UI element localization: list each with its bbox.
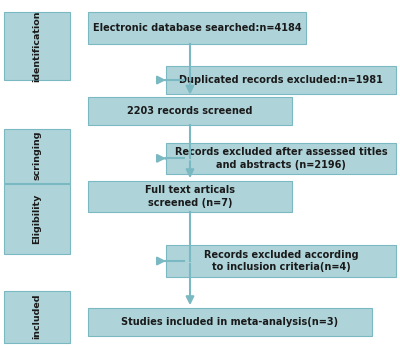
FancyBboxPatch shape — [88, 97, 292, 125]
FancyBboxPatch shape — [4, 129, 70, 183]
Text: Duplicated records excluded:n=1981: Duplicated records excluded:n=1981 — [179, 75, 383, 85]
FancyBboxPatch shape — [88, 181, 292, 212]
Text: identification: identification — [32, 10, 42, 82]
Text: Records excluded according
to inclusion criteria(n=4): Records excluded according to inclusion … — [204, 250, 358, 272]
Text: Records excluded after assessed titles
and abstracts (n=2196): Records excluded after assessed titles a… — [175, 147, 387, 169]
FancyBboxPatch shape — [4, 184, 70, 254]
FancyBboxPatch shape — [88, 308, 372, 336]
Text: Electronic database searched:n=4184: Electronic database searched:n=4184 — [93, 23, 301, 33]
Text: scringing: scringing — [32, 131, 42, 181]
FancyBboxPatch shape — [166, 245, 396, 277]
FancyBboxPatch shape — [166, 66, 396, 94]
Text: Full text articals
screened (n=7): Full text articals screened (n=7) — [145, 185, 235, 208]
Text: 2203 records screened: 2203 records screened — [127, 106, 253, 116]
FancyBboxPatch shape — [88, 12, 306, 44]
Text: included: included — [32, 294, 42, 339]
FancyBboxPatch shape — [4, 12, 70, 80]
Text: Studies included in meta-analysis(n=3): Studies included in meta-analysis(n=3) — [122, 317, 338, 327]
Text: Eligibility: Eligibility — [32, 194, 42, 244]
FancyBboxPatch shape — [4, 291, 70, 343]
FancyBboxPatch shape — [166, 143, 396, 174]
